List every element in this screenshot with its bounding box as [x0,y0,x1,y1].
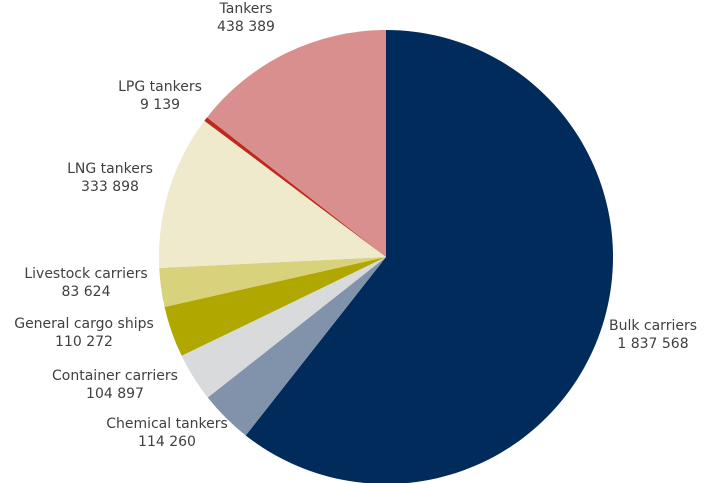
pie-slice [206,30,386,257]
slice-label: Chemical tankers [106,416,228,432]
slice-label: General cargo ships [14,316,154,332]
pie-slice [245,30,613,483]
slice-value-label: 83 624 [62,284,111,300]
slice-value-label: 333 898 [81,179,139,195]
slice-label: Container carriers [52,368,178,384]
pie-slice [159,257,386,307]
slice-value-label: 110 272 [55,334,113,350]
slice-label: Bulk carriers [609,318,697,334]
pie-slice [207,257,386,436]
slice-value-label: 1 837 568 [617,336,688,352]
slice-value-label: 114 260 [138,434,196,450]
pie-slice [181,257,386,398]
slice-label: LNG tankers [67,161,153,177]
pie-slice [164,257,386,356]
slice-value-label: 104 897 [86,386,144,402]
pie-slice [204,117,386,258]
slice-label: Tankers [219,1,273,17]
pie-slice [159,120,386,269]
slice-label: LPG tankers [118,79,202,95]
slice-value-label: 9 139 [140,97,180,113]
slice-label: Livestock carriers [24,266,147,282]
slice-value-label: 438 389 [217,19,275,35]
